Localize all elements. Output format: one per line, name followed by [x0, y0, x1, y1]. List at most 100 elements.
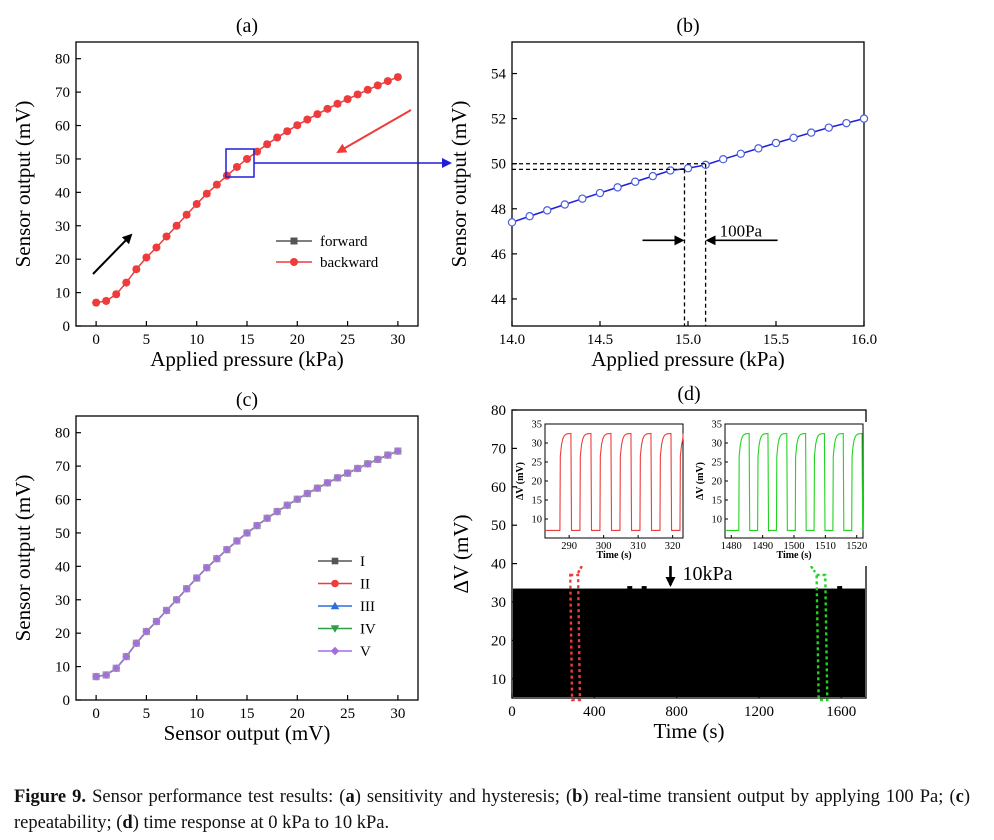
panel-c-point-V [273, 507, 282, 516]
panel-d-inset-xtick-label: 310 [630, 541, 646, 552]
panel-d-inset-ylabel: ΔV (mV) [515, 462, 526, 500]
panel-a-point-backward [212, 180, 221, 189]
panel-d-inset-ytick-label: 20 [532, 477, 543, 488]
panel-c-point-V [152, 617, 161, 626]
panel-b-point [648, 171, 658, 181]
panel-b-ytick-label: 46 [491, 247, 507, 263]
panel-c-point-V [263, 514, 272, 523]
panel-b-annotation: 100Pa [720, 221, 763, 240]
panel-d-inset-xlabel: Time (s) [776, 550, 811, 561]
panel-d-inset-xtick-label: 320 [665, 541, 681, 552]
panel-d-inset-xtick-label: 1520 [846, 541, 867, 552]
panel-a-ytick-label: 50 [55, 152, 70, 168]
panel-b-point [631, 177, 640, 186]
panel-a-legend-text: backward [320, 255, 379, 271]
panel-a-point-backward [343, 95, 352, 104]
panel-c-legend-marker [331, 579, 339, 588]
panel-d-inset-ytick-label: 25 [532, 458, 543, 469]
panel-c-point-V [172, 595, 181, 604]
panel-a-ytick-label: 80 [55, 52, 70, 68]
panel-c-xtick-label: 20 [290, 706, 305, 722]
panel-d-green-region [815, 573, 829, 702]
panel-a-point-backward [112, 290, 121, 299]
caption-c-letter: c [955, 787, 964, 807]
panel-c-point-V [363, 459, 372, 468]
panel-b-ytick-label: 52 [491, 112, 506, 128]
panel-c-point-V [212, 554, 221, 563]
panel-c-ytick-label: 0 [63, 693, 71, 709]
panel-c-point-V [92, 672, 101, 681]
panel-c-point-V [323, 478, 332, 487]
panel-b-point [719, 155, 728, 164]
panel-d-inset-ytick-label: 35 [712, 420, 723, 431]
panel-c-legend-text: IV [360, 622, 376, 638]
panel-b-point [666, 166, 675, 175]
panel-c-point-V [373, 455, 382, 464]
panel-a-point-backward [383, 77, 392, 86]
panel-d-signal-spike [627, 586, 633, 590]
panel-c-legend-text: I [360, 554, 365, 570]
panel-d-inset-ytick-label: 30 [712, 439, 723, 450]
panel-c-ytick-label: 10 [55, 660, 70, 676]
panel-b-point [789, 133, 798, 142]
panel-d-ylabel: ΔV (mV) [449, 514, 473, 593]
panel-a-point-backward [132, 265, 141, 274]
panel-c-xtick-label: 5 [143, 706, 151, 722]
panel-a-point-backward [373, 81, 382, 90]
panel-d-inset-xtick-label: 300 [596, 541, 612, 552]
panel-a-ytick-label: 70 [55, 85, 70, 101]
panel-b-point [595, 188, 605, 198]
panel-b-point [807, 128, 816, 137]
panel-a-point-backward [172, 221, 181, 230]
panel-c-line-III [96, 450, 399, 678]
panel-b-panel-label: (b) [676, 15, 699, 37]
caption-b-letter: b [572, 787, 583, 807]
panel-b-frame [511, 41, 865, 327]
panel-d-inset-waveform [725, 432, 864, 531]
panel-d-inset-xtick-label: 1500 [784, 541, 805, 552]
panel-a-point-backward [393, 73, 402, 82]
panel-c-ytick-label: 50 [55, 526, 70, 542]
panel-c-point-V [343, 469, 352, 478]
panel-c-point-V [192, 574, 201, 583]
panel-d-signal-spike [837, 586, 843, 590]
panel-a-legend: forward backward [276, 234, 379, 271]
panel-d-panel-label: (d) [677, 383, 700, 405]
panel-a-point-backward [162, 232, 171, 241]
panel-a-xtick-label: 15 [240, 332, 255, 348]
panel-c-point-V [253, 521, 262, 530]
panel-b-point [754, 144, 763, 153]
panel-c-point-V [303, 489, 312, 498]
panel-c-ytick-label: 80 [55, 426, 70, 442]
panel-a-point-backward [192, 200, 201, 209]
panel-c-point-V [393, 447, 402, 456]
panel-d-inset-ytick-label: 15 [712, 496, 723, 507]
panel-c-point-V [383, 451, 392, 460]
panel-a-point-backward [122, 278, 131, 287]
panel-b-xtick-label: 14.5 [587, 332, 613, 348]
panel-a-ytick-label: 10 [55, 286, 70, 302]
panel-c-ytick-label: 30 [55, 593, 70, 609]
panel-a-point-backward [283, 127, 292, 136]
panel-d-red-connector [576, 563, 585, 574]
panel-c-point-V [112, 664, 121, 673]
panel-d-ytick-label: 10 [491, 672, 506, 688]
panel-d-inset-ytick-label: 15 [532, 496, 543, 507]
panel-a-point-backward [353, 90, 362, 99]
panel-a-point-backward [92, 298, 101, 307]
caption-d-text: ) time response at 0 kPa to 10 kPa. [132, 813, 390, 833]
panel-c-point-V [162, 606, 171, 615]
caption-b-text: ) real-time transient output by applying… [582, 787, 956, 807]
panel-b-xtick-label: 16.0 [851, 332, 877, 348]
caption-label: Figure 9. [14, 787, 87, 807]
panel-c-point-V [122, 652, 131, 661]
panel-c-point-V [283, 501, 292, 510]
panel-d-inset-xtick-label: 1490 [752, 541, 773, 552]
panel-d-ytick-label: 80 [491, 403, 506, 419]
panel-c-panel-label: (c) [236, 389, 258, 411]
panel-a-axes: 0 5 10 15 20 25 30 0 10 20 30 40 50 60 70 80 Applied pre… [11, 15, 452, 371]
panel-d-inset-xlabel: Time (s) [596, 550, 631, 561]
caption-c-text: ) repeatability; ( [14, 787, 970, 833]
panel-a-xlabel: Applied pressure (kPa) [150, 347, 344, 371]
